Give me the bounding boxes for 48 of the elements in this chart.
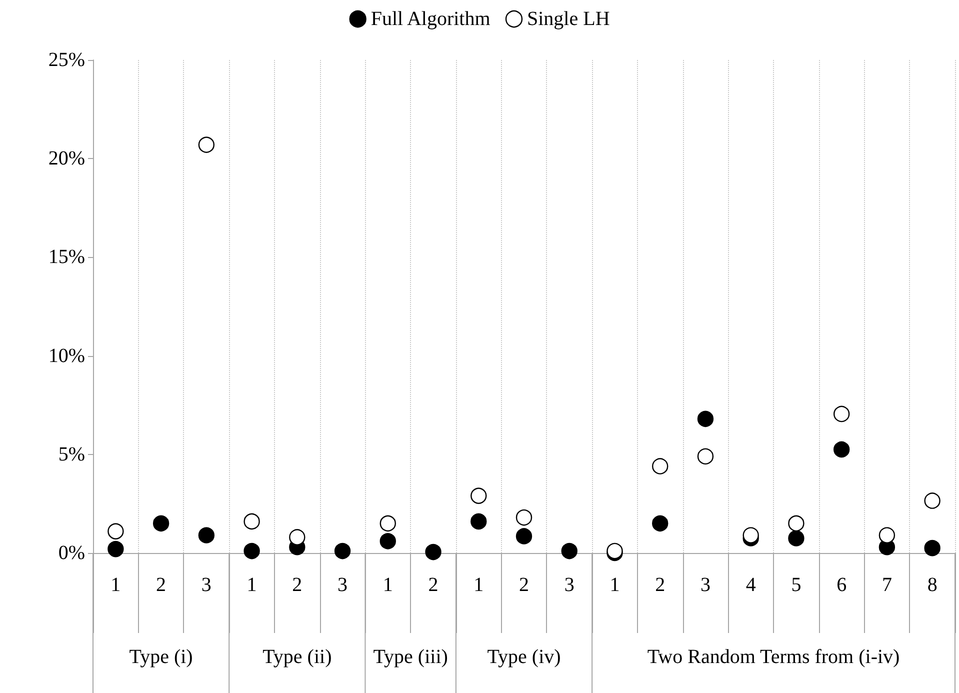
x-tick-label: 2 [519, 574, 529, 596]
x-tick-label: 3 [201, 574, 212, 596]
point [924, 540, 940, 556]
point [561, 542, 578, 560]
x-tick-label: 2 [292, 574, 302, 596]
point [470, 513, 487, 530]
y-tick-label: 10% [48, 344, 85, 367]
x-tick-label: 7 [882, 574, 892, 596]
x-tick-label: 3 [338, 574, 348, 596]
x-tick-label: 2 [428, 574, 438, 596]
point [198, 527, 215, 544]
y-tick-label: 5% [58, 443, 85, 466]
point [788, 530, 804, 546]
y-tick-label: 25% [48, 49, 85, 71]
x-tick-label: 3 [700, 574, 710, 596]
text: Type (iii) [373, 646, 448, 668]
y-tick-label: 0% [58, 542, 85, 564]
x-tick-label: 8 [927, 574, 938, 596]
point [334, 542, 351, 560]
y-tick-label: 20% [48, 148, 85, 170]
text: Two Random Terms from (i-iv) [647, 646, 900, 668]
text: Type (iv) [487, 646, 561, 668]
text: Type (ii) [262, 646, 332, 668]
legend-label: Full Algorithm [370, 8, 491, 30]
x-tick-label: 1 [246, 574, 257, 596]
text: Type (i) [129, 646, 193, 668]
x-tick-label: 2 [655, 574, 666, 596]
point [516, 528, 532, 544]
point [380, 533, 396, 550]
y-tick-label: 15% [48, 246, 85, 268]
point [697, 410, 714, 427]
x-tick-label: 6 [836, 574, 847, 596]
legend-label: Single LH [526, 8, 610, 30]
point [152, 515, 170, 532]
point [108, 540, 124, 558]
x-tick-label: 2 [156, 574, 166, 596]
point [652, 515, 668, 532]
point [742, 527, 759, 544]
x-tick-label: 1 [382, 574, 393, 596]
x-tick-label: 3 [564, 574, 574, 596]
x-tick-label: 1 [110, 574, 121, 596]
x-tick-label: 4 [746, 574, 756, 596]
x-tick-label: 5 [791, 574, 802, 596]
x-tick-label: 1 [474, 574, 484, 596]
point [425, 544, 442, 560]
point [244, 542, 260, 560]
point [833, 441, 850, 458]
x-tick-label: 1 [610, 574, 620, 596]
